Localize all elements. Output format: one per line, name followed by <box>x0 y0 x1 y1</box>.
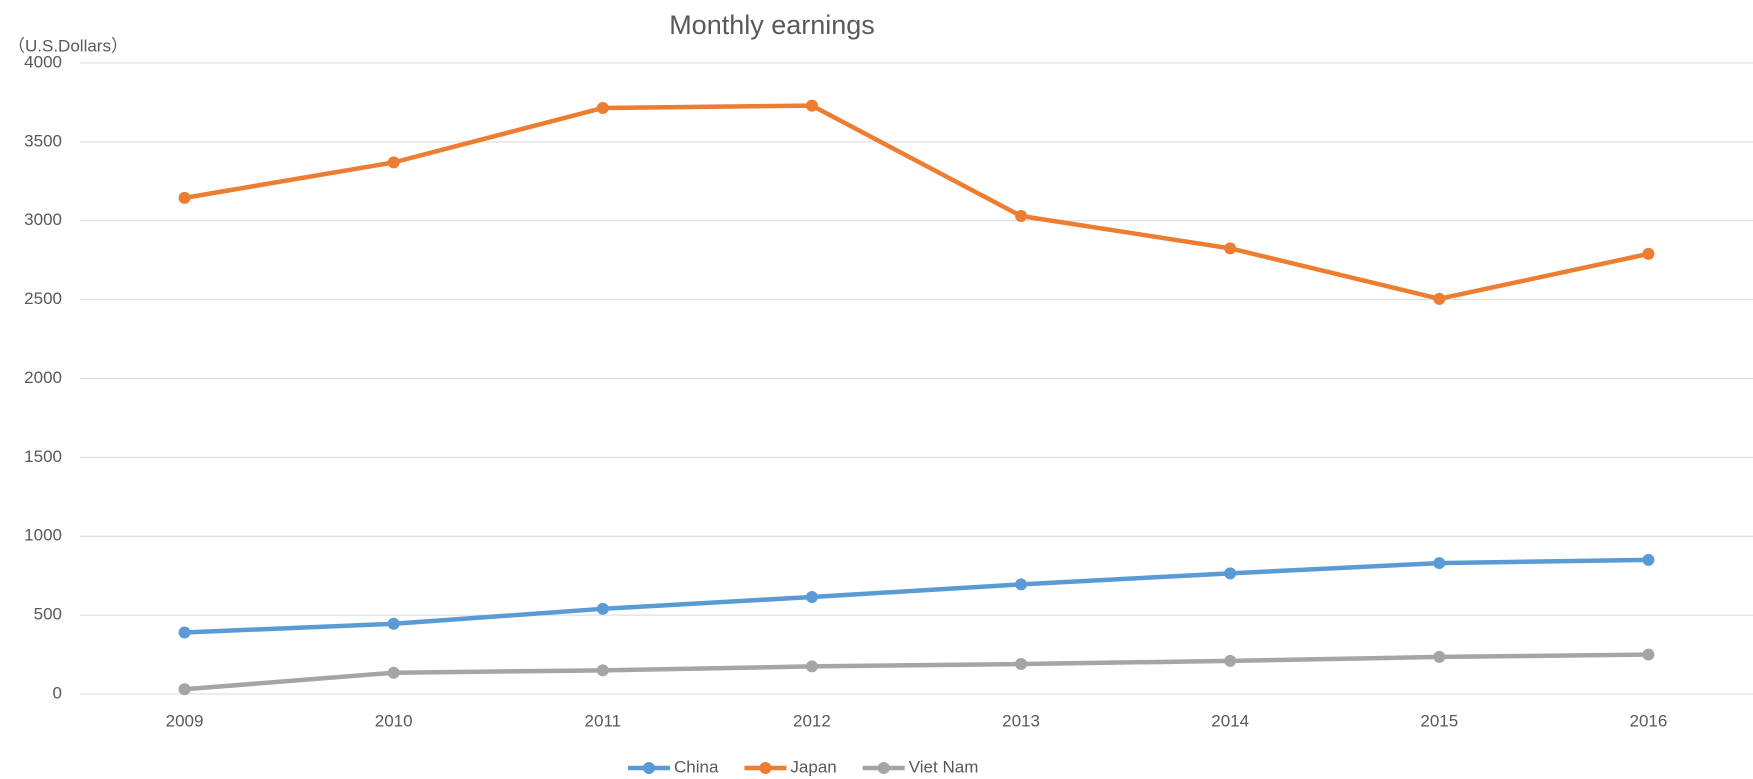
y-tick-label: 2000 <box>24 368 62 387</box>
data-point <box>1433 650 1446 663</box>
legend-label: China <box>674 757 719 776</box>
data-point <box>1433 557 1446 570</box>
legend-label: Viet Nam <box>909 757 979 776</box>
y-tick-label: 2500 <box>24 289 62 308</box>
data-point <box>596 602 609 615</box>
series-line <box>184 557 1649 635</box>
x-tick-label: 2014 <box>1211 711 1249 730</box>
data-point <box>387 666 400 679</box>
legend-marker <box>759 762 772 774</box>
chart-title: Monthly earnings <box>669 10 875 40</box>
y-tick-label: 1000 <box>24 526 62 545</box>
data-point <box>387 156 400 169</box>
series-line <box>184 652 1649 692</box>
data-point <box>596 664 609 677</box>
data-point <box>805 660 818 673</box>
y-tick-label: 3000 <box>24 210 62 229</box>
x-tick-label: 2009 <box>166 711 204 730</box>
data-point <box>1642 247 1655 260</box>
data-point <box>1015 210 1028 223</box>
data-point <box>1224 242 1237 255</box>
legend-marker <box>877 762 890 774</box>
data-point <box>178 626 191 639</box>
series-line <box>184 103 1649 302</box>
data-point <box>178 191 191 204</box>
data-point <box>1224 654 1237 667</box>
x-tick-label: 2013 <box>1002 711 1040 730</box>
legend-label: Japan <box>790 757 836 776</box>
y-tick-label: 3500 <box>24 131 62 150</box>
x-tick-label: 2015 <box>1420 711 1458 730</box>
data-point <box>1433 292 1446 305</box>
x-tick-label: 2011 <box>585 711 622 730</box>
data-point <box>805 590 818 603</box>
y-tick-label: 0 <box>53 683 62 702</box>
y-tick-label: 500 <box>34 605 62 624</box>
data-point <box>1224 567 1237 580</box>
data-point <box>1015 658 1028 671</box>
y-tick-label: 4000 <box>24 52 62 71</box>
x-tick-label: 2016 <box>1630 711 1668 730</box>
data-point <box>387 617 400 630</box>
y-axis-label: （U.S.Dollars） <box>8 36 128 55</box>
legend-marker <box>643 762 655 774</box>
data-point <box>596 101 609 114</box>
x-tick-label: 2012 <box>793 711 831 730</box>
data-point <box>1642 553 1655 566</box>
data-point <box>1015 578 1028 591</box>
data-point <box>805 99 818 112</box>
x-tick-label: 2010 <box>375 711 413 730</box>
y-tick-label: 1500 <box>24 447 62 466</box>
data-point <box>1642 648 1655 661</box>
data-point <box>178 683 191 696</box>
